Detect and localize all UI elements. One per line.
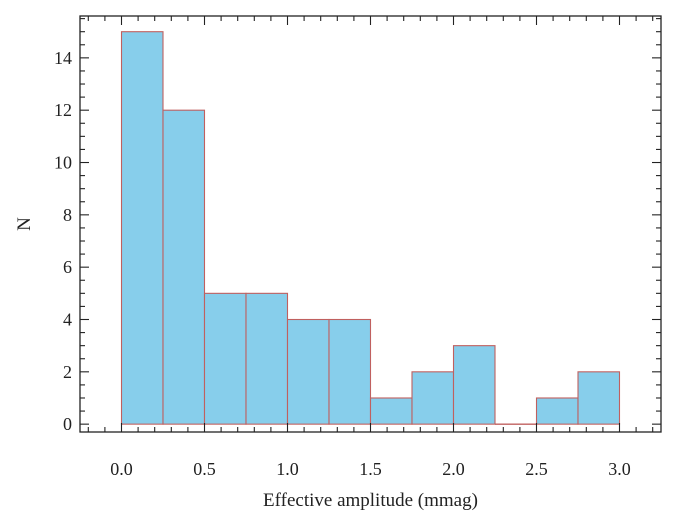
y-tick-label: 14: [54, 48, 72, 68]
y-tick-label: 6: [63, 257, 72, 277]
histogram-bar: [369, 397, 413, 425]
y-tick-label: 10: [54, 153, 72, 173]
y-tick-label: 8: [63, 205, 72, 225]
histogram-bar: [452, 345, 496, 425]
y-tick-label: 2: [63, 362, 72, 382]
bars-group: [120, 31, 621, 425]
x-axis-label: Effective amplitude (mmag): [263, 490, 478, 511]
histogram-bar: [203, 292, 247, 425]
x-tick-labels: 0.0 0.5 1.0 1.5 2.0 2.5 3.0: [110, 459, 631, 479]
x-tick-label: 1.0: [276, 459, 299, 479]
histogram-bar: [162, 109, 206, 425]
plot-frame: [79, 15, 662, 433]
x-tick-label: 2.5: [525, 459, 548, 479]
histogram-bar: [286, 318, 330, 425]
y-axis-label: N: [14, 217, 35, 231]
histogram-bar: [245, 292, 289, 425]
y-tick-labels: 0 2 4 6 8 10 12 14: [54, 48, 72, 434]
y-tick-label: 4: [63, 309, 72, 329]
histogram-bar: [535, 397, 579, 425]
ticks-group: [80, 16, 661, 432]
x-tick-label: 0.5: [193, 459, 216, 479]
x-tick-label: 0.0: [110, 459, 133, 479]
y-tick-label: 0: [63, 414, 72, 434]
y-tick-label: 12: [54, 100, 72, 120]
histogram-bar: [411, 371, 455, 425]
histogram-bar: [328, 318, 372, 425]
x-tick-label: 3.0: [608, 459, 631, 479]
x-tick-label: 1.5: [359, 459, 382, 479]
x-tick-label: 2.0: [442, 459, 465, 479]
histogram-bar: [577, 371, 621, 425]
histogram-bar: [120, 31, 164, 425]
